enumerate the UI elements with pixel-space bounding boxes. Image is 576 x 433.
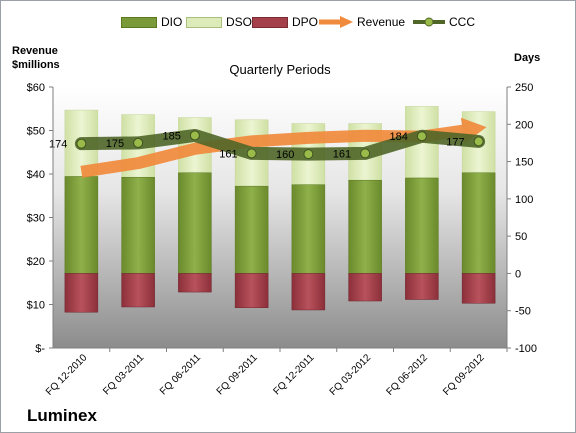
bar-dio-6 xyxy=(405,177,439,274)
bar-dio-0 xyxy=(64,176,99,274)
ccc-point-4 xyxy=(303,149,314,160)
x-tick-label-7: FQ 09-2012 xyxy=(441,352,487,398)
right-tick-label-5: 150 xyxy=(515,157,533,169)
ccc-data-label-0: 174 xyxy=(49,139,67,151)
legend-dpo: DPO xyxy=(252,14,318,30)
legend-dso: DSO xyxy=(186,14,252,30)
bar-dpo-5 xyxy=(348,273,382,302)
left-tick-label-5: $50 xyxy=(27,126,45,138)
legend-dio-swatch xyxy=(121,16,157,28)
right-tick-label-3: 50 xyxy=(515,231,527,243)
x-tick-label-3: FQ 09-2011 xyxy=(215,352,260,397)
legend-ccc: CCC xyxy=(412,14,475,30)
bar-dpo-4 xyxy=(291,273,326,311)
ccc-data-label-5: 161 xyxy=(333,148,351,160)
ccc-point-0 xyxy=(76,138,87,149)
bar-dio-3 xyxy=(234,185,269,274)
x-tick-label-0: FQ 12-2010 xyxy=(44,352,90,398)
legend-dso-label: DSO xyxy=(226,15,253,29)
legend-revenue-arrow-icon xyxy=(319,16,353,28)
bar-dpo-2 xyxy=(178,273,212,293)
left-tick-label-2: $20 xyxy=(27,256,45,268)
legend-revenue: Revenue xyxy=(318,14,405,30)
right-tick-label-7: 250 xyxy=(515,82,533,94)
right-tick-label-0: -100 xyxy=(515,343,537,355)
ccc-point-1 xyxy=(133,137,144,148)
right-axis-title: Days xyxy=(514,52,541,64)
ccc-line xyxy=(74,128,486,161)
company-name: Luminex xyxy=(27,406,97,425)
x-tick-label-6: FQ 06-2012 xyxy=(384,352,430,398)
legend-dpo-swatch xyxy=(252,16,288,28)
right-tick-label-4: 100 xyxy=(515,194,533,206)
bar-dio-1 xyxy=(121,176,155,274)
left-axis-title: Revenue $millions xyxy=(12,45,60,71)
ccc-point-6 xyxy=(416,131,427,142)
left-tick-label-0: $- xyxy=(35,343,45,355)
bar-dio-4 xyxy=(291,184,326,274)
left-tick-label-3: $30 xyxy=(27,213,45,225)
legend-revenue-label: Revenue xyxy=(357,15,406,29)
ccc-data-label-1: 175 xyxy=(106,138,124,150)
legend-ccc-line-icon xyxy=(413,17,445,27)
bar-dpo-0 xyxy=(64,273,99,313)
x-tick-label-1: FQ 03-2011 xyxy=(101,352,146,397)
chart-title: Quarterly Periods xyxy=(229,62,331,77)
legend-dso-swatch xyxy=(186,16,222,28)
x-tick-label-4: FQ 12-2011 xyxy=(272,352,317,397)
right-tick-label-2: 0 xyxy=(515,268,521,280)
left-tick-label-1: $10 xyxy=(27,300,45,312)
x-tick-label-5: FQ 03-2012 xyxy=(328,352,374,398)
x-tick-label-2: FQ 06-2011 xyxy=(158,352,203,397)
bar-dio-5 xyxy=(348,179,382,274)
legend-ccc-label: CCC xyxy=(449,15,475,29)
bar-dio-7 xyxy=(461,172,496,274)
ccc-point-3 xyxy=(246,148,257,159)
ccc-data-label-6: 184 xyxy=(390,131,408,143)
ccc-data-label-4: 160 xyxy=(276,149,294,161)
bar-dio-2 xyxy=(178,172,212,274)
legend-dio: DIO xyxy=(121,14,182,30)
left-tick-label-4: $40 xyxy=(27,169,45,181)
bar-dpo-6 xyxy=(405,273,439,300)
right-tick-label-1: -50 xyxy=(515,306,531,318)
bar-dpo-3 xyxy=(234,273,269,308)
legend-dpo-label: DPO xyxy=(292,15,319,29)
bar-dpo-1 xyxy=(121,273,155,308)
bar-dpo-7 xyxy=(461,273,496,304)
legend-dio-label: DIO xyxy=(161,15,183,29)
plot-area xyxy=(53,87,507,348)
ccc-data-label-3: 161 xyxy=(219,148,237,160)
ccc-point-5 xyxy=(360,148,371,159)
ccc-point-2 xyxy=(189,130,200,141)
ccc-data-label-7: 177 xyxy=(446,136,464,148)
ccc-point-7 xyxy=(473,136,484,147)
left-tick-label-6: $60 xyxy=(27,82,45,94)
ccc-data-label-2: 185 xyxy=(163,130,181,142)
right-tick-label-6: 200 xyxy=(515,119,533,131)
